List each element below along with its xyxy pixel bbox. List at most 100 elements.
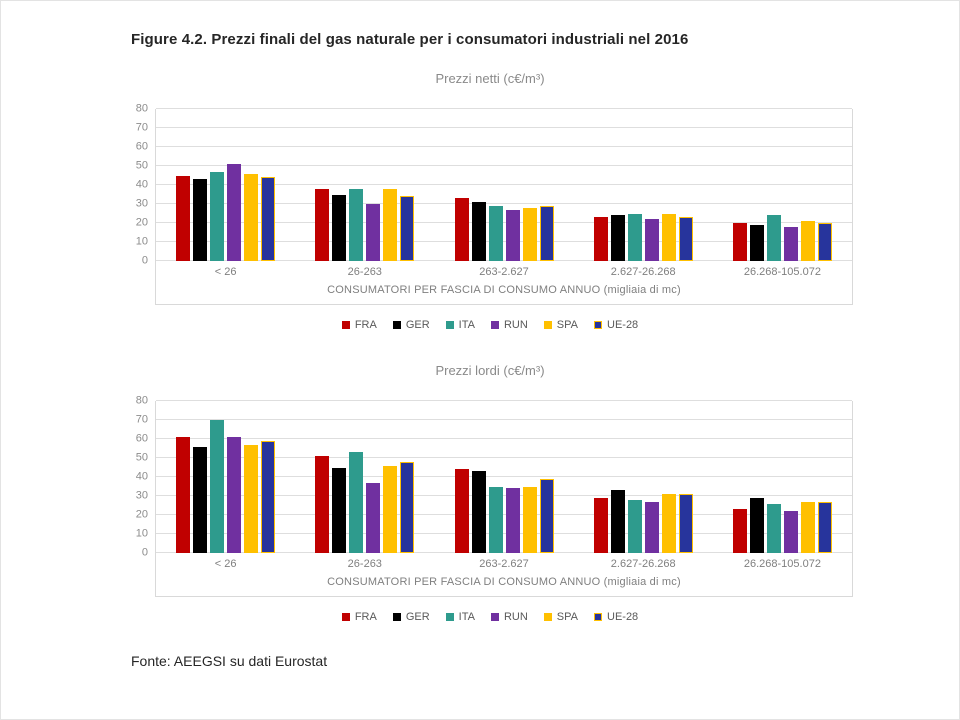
bar-spa [522,207,537,261]
y-tick-label: 80 [135,394,148,407]
gridline [156,552,852,553]
x-axis-box: < 26 26-263 263-2.627 2.627-26.268 26.268-10… [155,553,853,597]
plot-area [155,108,853,261]
bar-group [713,109,852,261]
bar-group [713,401,852,553]
y-tick-label: 0 [141,546,148,559]
chart-prezzi-netti: Prezzi netti (c€/m³) 0 10 20 30 40 50 60 70 80 <… [127,71,853,333]
bar-ita [627,499,642,553]
bar-spa [661,494,676,553]
gridline [156,419,852,420]
bar-run [227,164,242,261]
bar-ger [193,179,208,261]
x-category-label: < 26 [214,266,237,278]
gridline [156,438,852,439]
bar-fra [315,188,330,261]
gridline [156,514,852,515]
legend-label: RUN [503,319,528,331]
legend-item-run: RUN [490,611,528,623]
y-tick-label: 70 [135,413,148,426]
y-tick-label: 70 [135,121,148,134]
x-category-label: 26-263 [347,558,382,570]
y-tick-label: 40 [135,178,148,191]
bar-ita [210,171,225,261]
bar-ger [471,471,486,553]
bar-ue-28 [400,196,415,261]
x-axis-title: CONSUMATORI PER FASCIA DI CONSUMO ANNUO … [327,284,681,296]
legend-item-spa: SPA [543,611,578,623]
x-category-label: 2.627-26.268 [610,558,676,570]
x-category-label: 263-2.627 [479,558,529,570]
legend-label: SPA [556,319,578,331]
bar-ger [610,215,625,261]
bar-run [783,511,798,553]
legend-item-ita: ITA [445,611,475,623]
bar-ue-28 [678,494,693,553]
gridline [156,184,852,185]
legend-swatch-icon [490,613,499,621]
bar-ita [210,420,225,553]
legend-swatch-icon [341,613,350,621]
bar-run [366,204,381,261]
bar-ue-28 [261,177,276,261]
gridline [156,260,852,261]
figure-title: Figure 4.2. Prezzi finali del gas natura… [131,31,689,48]
bar-group [434,109,573,261]
x-category-label: < 26 [214,558,237,570]
bar-ue-28 [817,501,832,553]
bar-ita [349,188,364,261]
bar-fra [732,509,747,553]
bar-run [505,209,520,261]
y-tick-label: 10 [135,527,148,540]
legend-label: FRA [354,611,377,623]
bar-ger [193,446,208,553]
legend-label: ITA [458,611,475,623]
x-category-label: 263-2.627 [479,266,529,278]
bar-ita [766,215,781,261]
bar-fra [732,223,747,261]
legend-item-ita: ITA [445,319,475,331]
bar-fra [315,456,330,553]
bar-group [156,401,295,553]
legend-label: RUN [503,611,528,623]
bar-groups [156,401,852,553]
bar-fra [176,437,191,553]
legend-label: ITA [458,319,475,331]
y-tick-label: 50 [135,451,148,464]
legend-label: GER [405,319,430,331]
legend-item-ger: GER [392,319,430,331]
bar-spa [244,444,259,553]
bar-ue-28 [678,217,693,261]
plot-area-row: 0 10 20 30 40 50 60 70 80 [127,395,853,558]
legend-item-fra: FRA [341,319,377,331]
x-category-label: 26.268-105.072 [743,558,821,570]
x-axis-labels: < 26 26-263 263-2.627 2.627-26.268 26.268-10… [156,553,852,573]
bar-run [366,482,381,553]
y-tick-label: 0 [141,254,148,267]
gridline [156,108,852,109]
legend-item-run: RUN [490,319,528,331]
bar-groups [156,109,852,261]
x-axis-title: CONSUMATORI PER FASCIA DI CONSUMO ANNUO … [327,576,681,588]
gridline [156,241,852,242]
gridline [156,203,852,204]
y-tick-label: 50 [135,159,148,172]
bar-spa [383,188,398,261]
legend-swatch-icon [392,321,401,329]
bar-fra [454,469,469,553]
gridline [156,495,852,496]
y-tick-label: 80 [135,102,148,115]
legend-swatch-icon [543,321,552,329]
legend-swatch-icon [445,321,454,329]
y-axis: 0 10 20 30 40 50 60 70 80 [127,103,155,266]
x-category-label: 26.268-105.072 [743,266,821,278]
bar-spa [661,213,676,261]
legend-item-ger: GER [392,611,430,623]
bar-ger [749,497,764,553]
bar-spa [800,221,815,261]
legend-swatch-icon [490,321,499,329]
bar-ue-28 [539,205,554,261]
bar-spa [522,486,537,553]
chart-title: Prezzi lordi (c€/m³) [435,363,545,378]
bar-group [295,109,434,261]
